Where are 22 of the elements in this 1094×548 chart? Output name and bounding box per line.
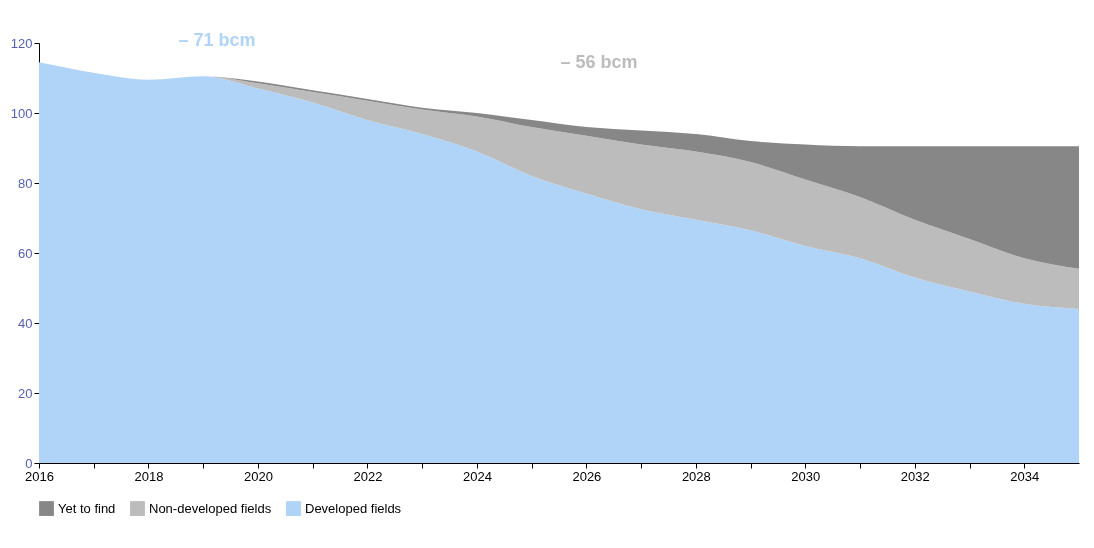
annotation: – 71 bcm [178,30,256,50]
x-tick-label: 2030 [791,468,821,484]
x-tick-label: 2032 [900,468,930,484]
y-tick-label: 100 [10,105,33,121]
x-tick-label: 2028 [681,468,711,484]
x-tick-label: 2026 [572,468,602,484]
x-tick-label: 2020 [243,468,273,484]
y-tick-label: 120 [10,35,33,51]
legend-label: Non-developed fields [149,500,272,516]
y-tick-label: 0 [25,455,33,471]
x-tick-label: 2024 [462,468,492,484]
x-tick-label: 2034 [1010,468,1040,484]
y-tick-label: 80 [18,175,33,191]
legend-label: Developed fields [305,500,402,516]
x-tick-label: 2016 [25,468,54,484]
x-tick-label: 2018 [134,468,164,484]
annotation: – 56 bcm [560,52,638,72]
y-tick-label: 60 [18,245,33,261]
y-tick-label: 40 [18,315,33,331]
legend-label: Yet to find [58,500,116,516]
x-tick-label: 2022 [353,468,383,484]
y-tick-label: 20 [18,385,33,401]
